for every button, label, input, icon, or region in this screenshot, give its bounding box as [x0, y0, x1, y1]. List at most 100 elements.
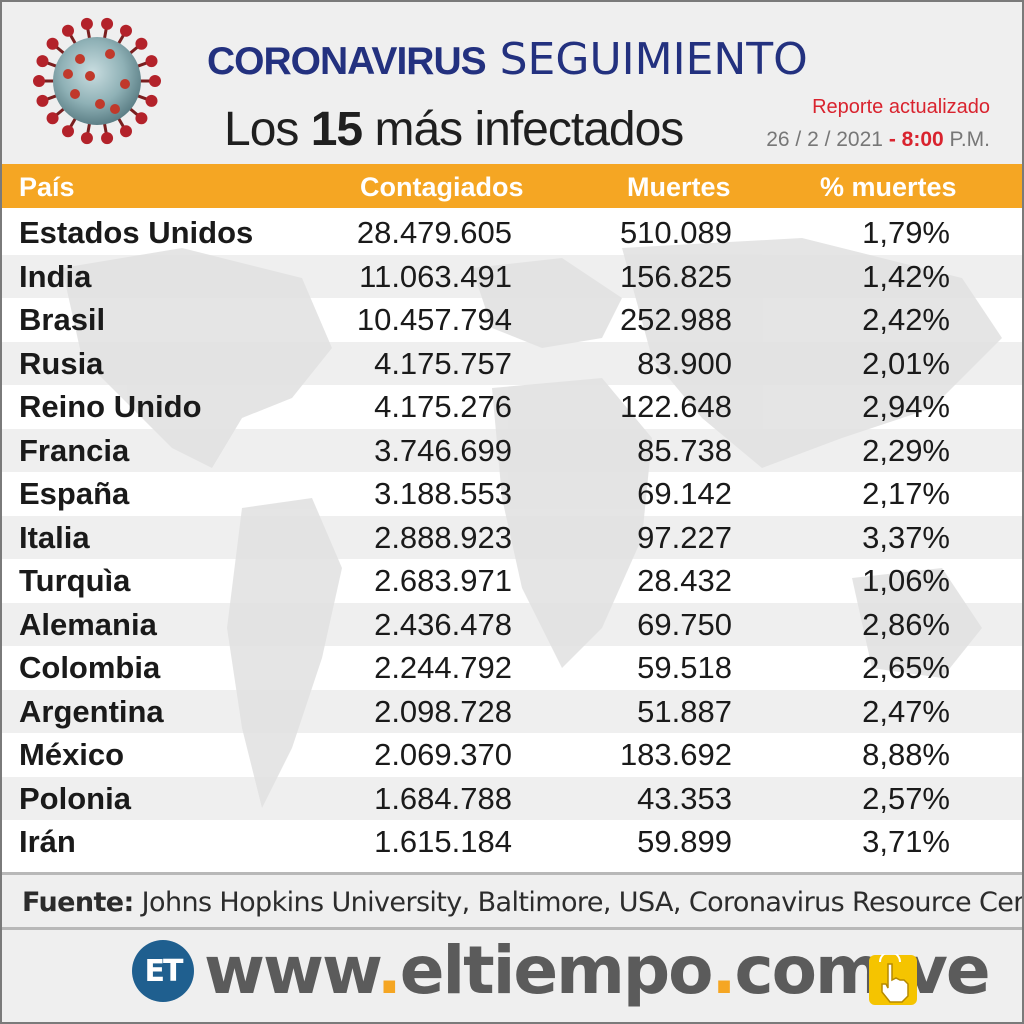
table-row: Alemania 2.436.478 69.750 2,86%	[2, 602, 1022, 646]
cell-muertes: 85.738	[637, 432, 732, 468]
table-row: Polonia 1.684.788 43.353 2,57%	[2, 776, 1022, 820]
virus-spike-tip	[33, 75, 45, 87]
virus-spike-tip	[149, 75, 161, 87]
data-table: País Contagiados Muertes % muertes Estad…	[2, 164, 1022, 872]
cell-muertes: 69.750	[637, 606, 732, 642]
virus-spike-tip	[120, 125, 132, 138]
cell-muertes: 69.142	[637, 476, 732, 511]
cell-muertes: 122.648	[619, 389, 732, 424]
virus-surface-protein	[105, 49, 115, 59]
cell-contagiados: 3.746.699	[374, 432, 512, 468]
title-seguimiento: SEGUIMIENTO	[499, 34, 808, 85]
cell-contagiados: 2.888.923	[374, 519, 512, 555]
source-note: Fuente: Johns Hopkins University, Baltim…	[22, 887, 1024, 918]
report-date: 26 / 2 / 2021 - 8:00 P.M.	[766, 128, 990, 152]
cell-pct-muertes: 2,47%	[862, 693, 950, 729]
cell-pct-muertes: 2,42%	[862, 302, 950, 337]
cell-pct-muertes: 2,57%	[862, 780, 950, 816]
virus-surface-protein	[95, 99, 105, 109]
title-coronavirus: Coronavirus	[207, 23, 487, 86]
divider	[2, 872, 1022, 875]
virus-spike-tip	[101, 17, 114, 30]
virus-spike-tip	[145, 55, 158, 68]
cell-pct-muertes: 2,94%	[862, 389, 950, 424]
cell-muertes: 59.899	[637, 824, 732, 859]
url-part-com: com	[734, 932, 884, 1009]
virus-spike-tip	[46, 37, 59, 50]
column-header-pais: País	[19, 172, 75, 202]
url-part-www: www	[204, 932, 379, 1009]
table-row: Turquìa 2.683.971 28.432 1,06%	[2, 559, 1022, 603]
table-row: Italia 2.888.923 97.227 3,37%	[2, 515, 1022, 559]
column-header-pct-muertes: % muertes	[820, 172, 957, 202]
virus-surface-protein	[63, 69, 73, 79]
virus-surface-protein	[110, 104, 120, 114]
source-text: Johns Hopkins University, Baltimore, USA…	[141, 887, 1024, 918]
virus-surface-protein	[75, 54, 85, 64]
cell-pct-muertes: 3,37%	[862, 519, 950, 555]
virus-spike-tip	[120, 24, 132, 37]
cell-pct-muertes: 1,42%	[862, 258, 950, 294]
virus-spike-tip	[135, 37, 148, 50]
cell-pais: Italia	[19, 519, 90, 555]
virus-surface-protein	[70, 89, 80, 99]
cell-contagiados: 1.684.788	[374, 780, 512, 816]
cell-contagiados: 2.683.971	[374, 563, 512, 598]
subtitle: Los 15 más infectados	[224, 102, 684, 157]
cell-pais: India	[19, 258, 92, 294]
main-title: Coronavirus SEGUIMIENTO	[207, 22, 808, 87]
cell-muertes: 83.900	[637, 345, 732, 381]
table-header: País Contagiados Muertes % muertes	[2, 164, 1022, 208]
cell-pais: México	[19, 737, 125, 772]
cell-pct-muertes: 1,79%	[862, 215, 950, 250]
url-dot: .	[711, 932, 736, 1009]
cell-pais: Rusia	[19, 345, 104, 381]
cell-contagiados: 2.098.728	[374, 693, 512, 729]
cell-pct-muertes: 2,29%	[862, 432, 950, 468]
cell-pais: Irán	[19, 824, 76, 859]
cell-pct-muertes: 2,01%	[862, 345, 950, 381]
subtitle-suffix: más infectados	[374, 103, 684, 156]
divider	[2, 927, 1022, 930]
table-row: Rusia 4.175.757 83.900 2,01%	[2, 341, 1022, 385]
table-row: Irán 1.615.184 59.899 3,71%	[2, 820, 1022, 864]
cell-pais: Polonia	[19, 780, 131, 816]
subtitle-number: 15	[310, 103, 363, 156]
time-suffix: P.M.	[949, 128, 990, 151]
column-header-contagiados: Contagiados	[360, 172, 524, 202]
cell-contagiados: 11.063.491	[359, 258, 512, 294]
table-body: Estados Unidos 28.479.605 510.089 1,79% Indi…	[2, 211, 1022, 864]
time-value: 8:00	[901, 128, 944, 151]
cell-muertes: 97.227	[637, 519, 732, 555]
virus-surface-protein	[120, 79, 130, 89]
date-value: 26 / 2 / 2021	[766, 128, 883, 151]
cell-contagiados: 2.244.792	[374, 650, 512, 685]
website-url: www.eltiempo.com.ve	[204, 932, 991, 1009]
table-row: Francia 3.746.699 85.738 2,29%	[2, 428, 1022, 472]
cell-pais: España	[19, 476, 130, 511]
cell-muertes: 252.988	[619, 302, 732, 337]
virus-spike-tip	[135, 112, 148, 125]
cell-muertes: 43.353	[637, 780, 732, 816]
virus-spike-tip	[36, 94, 49, 107]
table-row: Argentina 2.098.728 51.887 2,47%	[2, 689, 1022, 733]
date-separator: -	[888, 128, 896, 151]
virus-spike-tip	[80, 132, 93, 145]
table-row: México 2.069.370 183.692 8,88%	[2, 733, 1022, 777]
url-part-ve: ve	[904, 932, 991, 1009]
cell-pct-muertes: 8,88%	[862, 737, 950, 772]
cell-pais: Turquìa	[19, 563, 131, 598]
virus-spike-tip	[36, 55, 49, 68]
cell-pais: Reino Unido	[19, 389, 202, 424]
virus-spike-tip	[101, 132, 114, 145]
cell-muertes: 59.518	[637, 650, 732, 685]
cell-contagiados: 4.175.276	[374, 389, 512, 424]
cell-muertes: 51.887	[637, 693, 732, 729]
table-row: Brasil 10.457.794 252.988 2,42%	[2, 298, 1022, 342]
table-row: España 3.188.553 69.142 2,17%	[2, 472, 1022, 516]
cell-contagiados: 28.479.605	[356, 215, 512, 250]
column-header-muertes: Muertes	[627, 172, 731, 202]
cell-pct-muertes: 2,86%	[862, 606, 950, 642]
url-dot: .	[376, 932, 402, 1009]
